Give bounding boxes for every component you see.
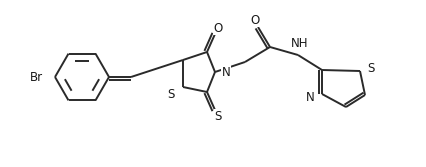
Text: O: O	[213, 22, 223, 35]
Text: Br: Br	[30, 70, 43, 84]
Text: NH: NH	[291, 37, 309, 49]
Text: S: S	[214, 110, 222, 123]
Text: S: S	[367, 61, 374, 74]
Text: O: O	[250, 14, 259, 27]
Text: N: N	[306, 91, 315, 104]
Text: S: S	[167, 88, 175, 101]
Text: N: N	[222, 65, 231, 78]
